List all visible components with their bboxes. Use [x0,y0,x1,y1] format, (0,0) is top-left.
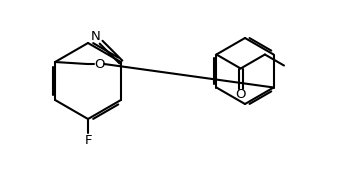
Text: N: N [90,30,100,43]
Text: F: F [84,133,92,146]
Text: O: O [94,57,104,70]
Text: O: O [235,88,246,101]
